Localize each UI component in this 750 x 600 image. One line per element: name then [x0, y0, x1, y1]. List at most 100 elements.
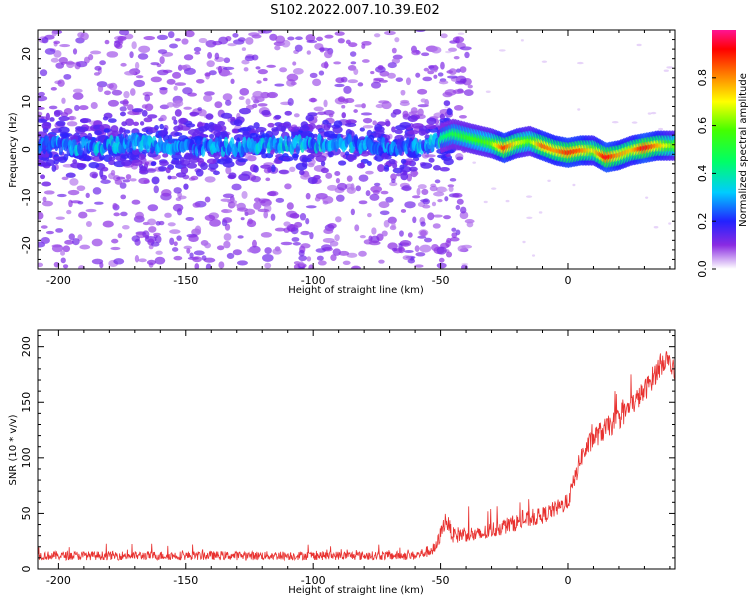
spectrogram-cell — [45, 230, 54, 235]
spectrogram-cell — [129, 88, 136, 96]
x-tick-label: -150 — [173, 274, 198, 287]
spectrogram-cell — [151, 176, 160, 185]
spectrogram-cell — [437, 199, 443, 203]
spectrogram-cell — [436, 186, 447, 193]
spectrogram-cell — [263, 210, 269, 219]
spectrogram-cell — [399, 164, 405, 170]
spectrogram-cell — [91, 238, 103, 247]
spectrogram-cell — [485, 90, 491, 93]
spectrogram-cell — [264, 247, 272, 255]
spectrogram-cell — [137, 53, 149, 60]
spectrogram-cell — [666, 66, 673, 69]
spectrogram-cell — [72, 159, 78, 164]
spectrogram-cell — [256, 80, 262, 84]
spectrogram-cell — [129, 51, 134, 59]
spectrogram-cell — [258, 198, 270, 202]
spectrogram-cell — [283, 221, 291, 227]
spectrogram-frame — [37, 29, 676, 270]
spectrogram-cell — [353, 68, 359, 75]
spectrogram-cell — [51, 164, 57, 172]
spectrogram-cell — [636, 43, 642, 47]
spectrogram-cell — [158, 165, 167, 172]
snr-xlabel: Height of straight line (km) — [288, 585, 424, 596]
spectrogram-cell — [458, 114, 467, 119]
spectrogram-cell — [354, 224, 360, 232]
spectrogram-cell — [411, 50, 421, 56]
spectrogram-cell — [244, 55, 255, 62]
spectrogram-cell — [94, 201, 104, 205]
spectrogram-cell — [313, 106, 324, 112]
spectrogram-cell — [87, 132, 93, 141]
spectrogram-cell — [59, 44, 71, 48]
spectrogram-cell — [164, 212, 172, 218]
spectrogram-cell — [125, 118, 134, 126]
spectrogram-cell — [172, 203, 184, 212]
spectrogram-cell — [373, 182, 381, 187]
spectrogram-cell — [61, 97, 66, 104]
spectrogram-cell — [238, 107, 251, 115]
spectrogram-cell — [280, 241, 293, 246]
spectrogram-cell — [179, 118, 187, 124]
spectrogram-cell — [400, 208, 407, 213]
spectrogram-cell — [422, 76, 433, 82]
spectrogram-cell — [300, 173, 311, 180]
spectrogram-cell — [72, 48, 78, 55]
spectrogram-cell — [142, 91, 154, 97]
spectrogram-cell — [237, 37, 246, 42]
spectrogram-cell — [153, 232, 161, 236]
spectrogram-cell — [322, 119, 329, 125]
spectrogram-cell — [100, 179, 111, 184]
spectrogram-cell — [330, 254, 337, 262]
spectrogram-cell — [175, 172, 187, 178]
spectrogram-cell — [48, 105, 58, 110]
spectrogram-cell — [174, 132, 183, 137]
colorbar-label: Normalized spectral amplitude — [738, 73, 749, 227]
spectrogram-cell — [190, 175, 199, 181]
spectrogram-cell — [167, 31, 175, 39]
spectrogram-cell — [438, 80, 449, 85]
spectrogram-cell — [243, 67, 249, 72]
spectrogram-cell — [318, 47, 330, 51]
spectrogram-cell — [275, 197, 285, 203]
spectrogram-cell — [305, 218, 310, 225]
spectrogram-cell — [400, 158, 407, 164]
spectrogram-cell — [531, 254, 536, 257]
spectrogram-cell — [123, 90, 130, 99]
snr-series-line — [38, 351, 675, 562]
spectrogram-cell — [157, 49, 168, 54]
colorbar-tick-label: 0.0 — [696, 260, 709, 278]
x-tick-label: -100 — [301, 274, 326, 287]
spectrogram-cell — [358, 200, 368, 205]
spectrogram-cell — [350, 61, 357, 65]
spectrogram-cell — [459, 211, 469, 220]
spectrogram-cell — [308, 97, 318, 103]
spectrogram-cell — [380, 152, 389, 160]
spectrogram-cell — [116, 176, 126, 180]
y-tick-label: 50 — [20, 506, 33, 520]
spectrogram-cell — [241, 59, 250, 65]
spectrogram-cell — [194, 225, 202, 234]
spectrogram-cell — [541, 60, 548, 63]
spectrogram-cell — [124, 70, 136, 76]
spectrogram-cell — [645, 196, 649, 199]
spectrogram-cell — [454, 80, 466, 85]
spectrogram-cell — [170, 160, 182, 165]
spectrogram-cell — [483, 200, 488, 204]
spectrogram-cell — [334, 234, 340, 242]
spectrogram-cell — [309, 72, 318, 79]
spectrogram-cell — [320, 160, 326, 167]
spectrogram-cell — [434, 179, 441, 184]
spectrogram-cell — [460, 206, 467, 214]
spectrogram-cell — [174, 38, 182, 42]
spectrogram-cell — [45, 159, 56, 166]
spectrogram-cell — [113, 258, 125, 265]
snr-ylabel: SNR (10 * v/v) — [8, 414, 19, 485]
spectrogram-cell — [38, 106, 45, 111]
spectrogram-cell — [365, 190, 371, 197]
spectrogram-cell — [231, 183, 242, 191]
spectrogram-cell — [379, 210, 390, 216]
spectrogram-cell — [239, 88, 250, 96]
spectrogram-xlabel: Height of straight line (km) — [288, 285, 424, 296]
spectrogram-cell — [61, 176, 69, 181]
